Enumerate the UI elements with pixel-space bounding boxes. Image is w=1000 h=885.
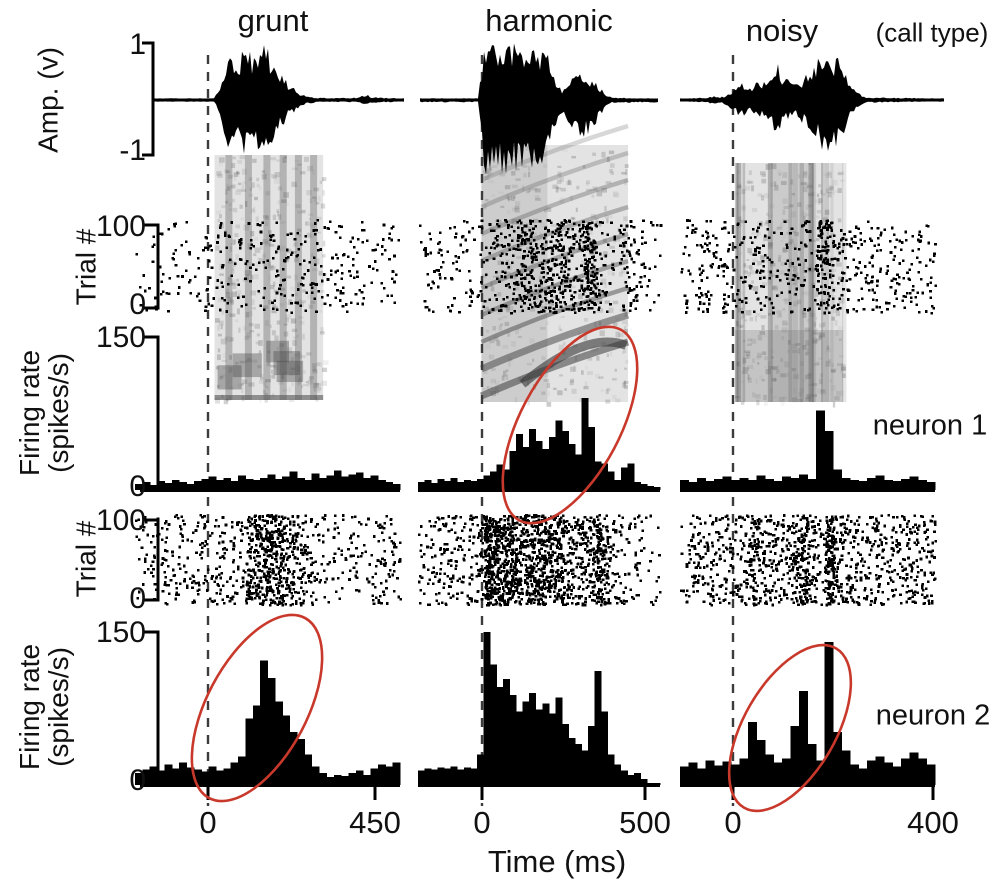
x-tick-0-harmonic: 0	[473, 805, 491, 840]
trial2-tick-100: 100	[95, 504, 146, 537]
highlight-ellipse-neuron2-noisy	[727, 643, 853, 813]
amplitude-axis-bracket	[142, 41, 155, 157]
raster-neuron1-harmonic	[419, 219, 663, 315]
neuron1-label: neuron 1	[872, 409, 988, 442]
amp-tick-pos1: 1	[129, 28, 146, 61]
x-tick-0-noisy: 0	[724, 805, 742, 840]
trial2-tick-0: 0	[129, 582, 146, 615]
amplitude-axis-label: Amp. (v)	[32, 47, 64, 153]
trial2-axis-bracket	[144, 518, 160, 602]
histogram-neuron1-grunt	[135, 470, 401, 490]
firing-rate-histograms	[135, 398, 936, 785]
raster-neuron1-grunt	[135, 219, 401, 314]
x-axis-label: Time (ms)	[487, 844, 627, 879]
spectrograms	[214, 123, 847, 408]
rate1-tick-0: 0	[129, 470, 146, 503]
histogram-neuron2-grunt	[135, 660, 401, 785]
waveform-noisy	[680, 57, 944, 151]
axes	[140, 41, 935, 800]
stimulus-onset-lines	[206, 55, 735, 806]
waveform-grunt	[152, 45, 404, 154]
rate2-tick-150: 150	[95, 616, 146, 649]
rate-axis-label-neuron2: Firing rate (spikes/s)	[13, 643, 74, 771]
trial1-axis-bracket	[144, 223, 160, 310]
highlight-ellipses	[190, 325, 853, 813]
trial1-tick-100: 100	[95, 210, 146, 243]
highlight-ellipse-neuron2-grunt	[190, 613, 324, 803]
rate-axis-label-line2: (spikes/s)	[43, 353, 74, 473]
amp-tick-neg1: -1	[119, 134, 146, 167]
waveforms	[152, 43, 944, 175]
rate2-tick-0: 0	[129, 764, 146, 797]
column-title-grunt: grunt	[237, 3, 309, 38]
neuron2-label: neuron 2	[875, 699, 991, 732]
waveform-harmonic	[420, 43, 658, 175]
raster-neuron2-grunt	[135, 514, 403, 607]
histogram-neuron2-noisy	[680, 642, 936, 785]
spike-rasters	[135, 219, 938, 607]
rate-axis-label-line2: (spikes/s)	[43, 647, 74, 767]
call-type-label: (call type)	[875, 17, 989, 48]
raster-neuron2-noisy	[680, 514, 938, 607]
rate1-tick-150: 150	[95, 321, 146, 354]
rate2-axis-bracket	[144, 630, 160, 785]
histogram-neuron1-noisy	[680, 410, 936, 490]
x-tick-0-grunt: 0	[199, 805, 217, 840]
x-tick-450-grunt: 450	[349, 805, 401, 840]
spectrogram-grunt	[214, 155, 329, 405]
rate1-axis-bracket	[144, 335, 160, 490]
rate-axis-label-line1: Firing rate	[13, 643, 45, 771]
x-tick-500-harmonic: 500	[619, 805, 671, 840]
column-title-noisy: noisy	[745, 13, 819, 48]
raster-neuron1-noisy	[680, 219, 937, 315]
x-tick-400-noisy: 400	[907, 805, 959, 840]
histogram-neuron1-harmonic	[418, 398, 661, 490]
column-title-harmonic: harmonic	[485, 3, 613, 38]
spectrogram-noisy	[734, 163, 847, 408]
highlight-ellipse-neuron1-harmonic	[501, 325, 639, 525]
trial1-tick-0: 0	[129, 288, 146, 321]
rate-axis-label-neuron1: Firing rate (spikes/s)	[13, 349, 74, 477]
raster-neuron2-harmonic	[418, 514, 662, 607]
histogram-neuron2-harmonic	[418, 632, 661, 785]
rate-axis-label-line1: Firing rate	[13, 349, 45, 477]
